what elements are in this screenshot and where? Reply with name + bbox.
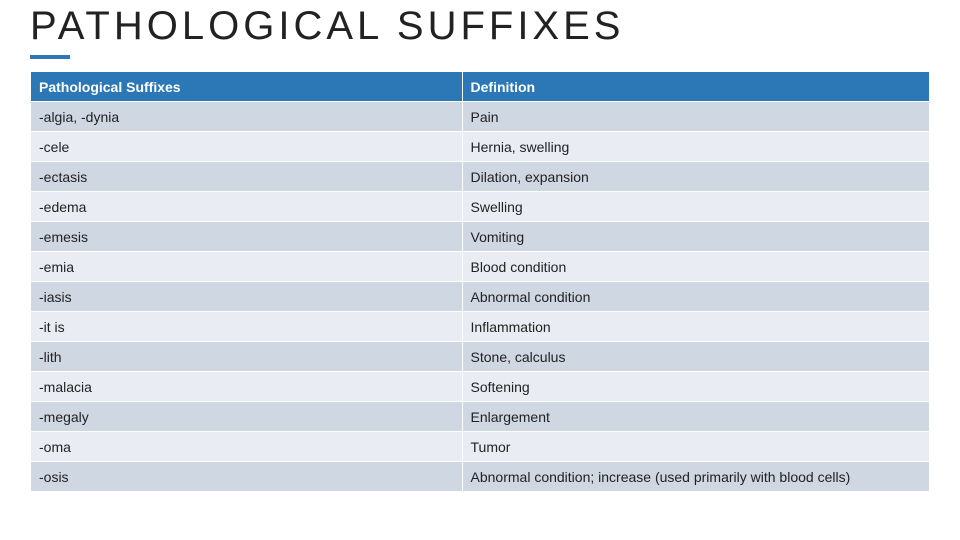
suffix-cell: -osis <box>31 462 463 492</box>
suffix-cell: -emia <box>31 252 463 282</box>
definition-cell: Tumor <box>462 432 929 462</box>
table-row: -malacia Softening <box>31 372 930 402</box>
suffix-cell: -algia, -dynia <box>31 102 463 132</box>
suffix-cell: -cele <box>31 132 463 162</box>
title-wrap: PATHOLOGICAL SUFFIXES <box>30 0 930 57</box>
table-row: -iasis Abnormal condition <box>31 282 930 312</box>
table-row: -emesis Vomiting <box>31 222 930 252</box>
definition-cell: Stone, calculus <box>462 342 929 372</box>
table-row: -edema Swelling <box>31 192 930 222</box>
table-row: -cele Hernia, swelling <box>31 132 930 162</box>
table-row: -oma Tumor <box>31 432 930 462</box>
suffix-cell: -lith <box>31 342 463 372</box>
definition-cell: Abnormal condition <box>462 282 929 312</box>
definition-cell: Swelling <box>462 192 929 222</box>
table-row: -emia Blood condition <box>31 252 930 282</box>
table-header-row: Pathological Suffixes Definition <box>31 72 930 102</box>
definition-cell: Enlargement <box>462 402 929 432</box>
definition-cell: Vomiting <box>462 222 929 252</box>
definition-cell: Hernia, swelling <box>462 132 929 162</box>
col-header-definition: Definition <box>462 72 929 102</box>
suffix-cell: -emesis <box>31 222 463 252</box>
definition-cell: Pain <box>462 102 929 132</box>
table-row: -lith Stone, calculus <box>31 342 930 372</box>
col-header-suffix: Pathological Suffixes <box>31 72 463 102</box>
table-row: -megaly Enlargement <box>31 402 930 432</box>
suffix-cell: -edema <box>31 192 463 222</box>
suffix-cell: -iasis <box>31 282 463 312</box>
suffix-cell: -it is <box>31 312 463 342</box>
definition-cell: Dilation, expansion <box>462 162 929 192</box>
definition-cell: Inflammation <box>462 312 929 342</box>
definition-cell: Softening <box>462 372 929 402</box>
definition-cell: Abnormal condition; increase (used prima… <box>462 462 929 492</box>
suffix-cell: -megaly <box>31 402 463 432</box>
table-row: -algia, -dynia Pain <box>31 102 930 132</box>
suffix-cell: -ectasis <box>31 162 463 192</box>
slide: PATHOLOGICAL SUFFIXES Pathological Suffi… <box>0 0 960 540</box>
suffix-cell: -malacia <box>31 372 463 402</box>
page-title: PATHOLOGICAL SUFFIXES <box>30 4 930 49</box>
title-accent-rule <box>30 55 70 59</box>
table-row: -osis Abnormal condition; increase (used… <box>31 462 930 492</box>
suffix-cell: -oma <box>31 432 463 462</box>
suffix-table: Pathological Suffixes Definition -algia,… <box>30 71 930 492</box>
definition-cell: Blood condition <box>462 252 929 282</box>
table-row: -it is Inflammation <box>31 312 930 342</box>
table-row: -ectasis Dilation, expansion <box>31 162 930 192</box>
